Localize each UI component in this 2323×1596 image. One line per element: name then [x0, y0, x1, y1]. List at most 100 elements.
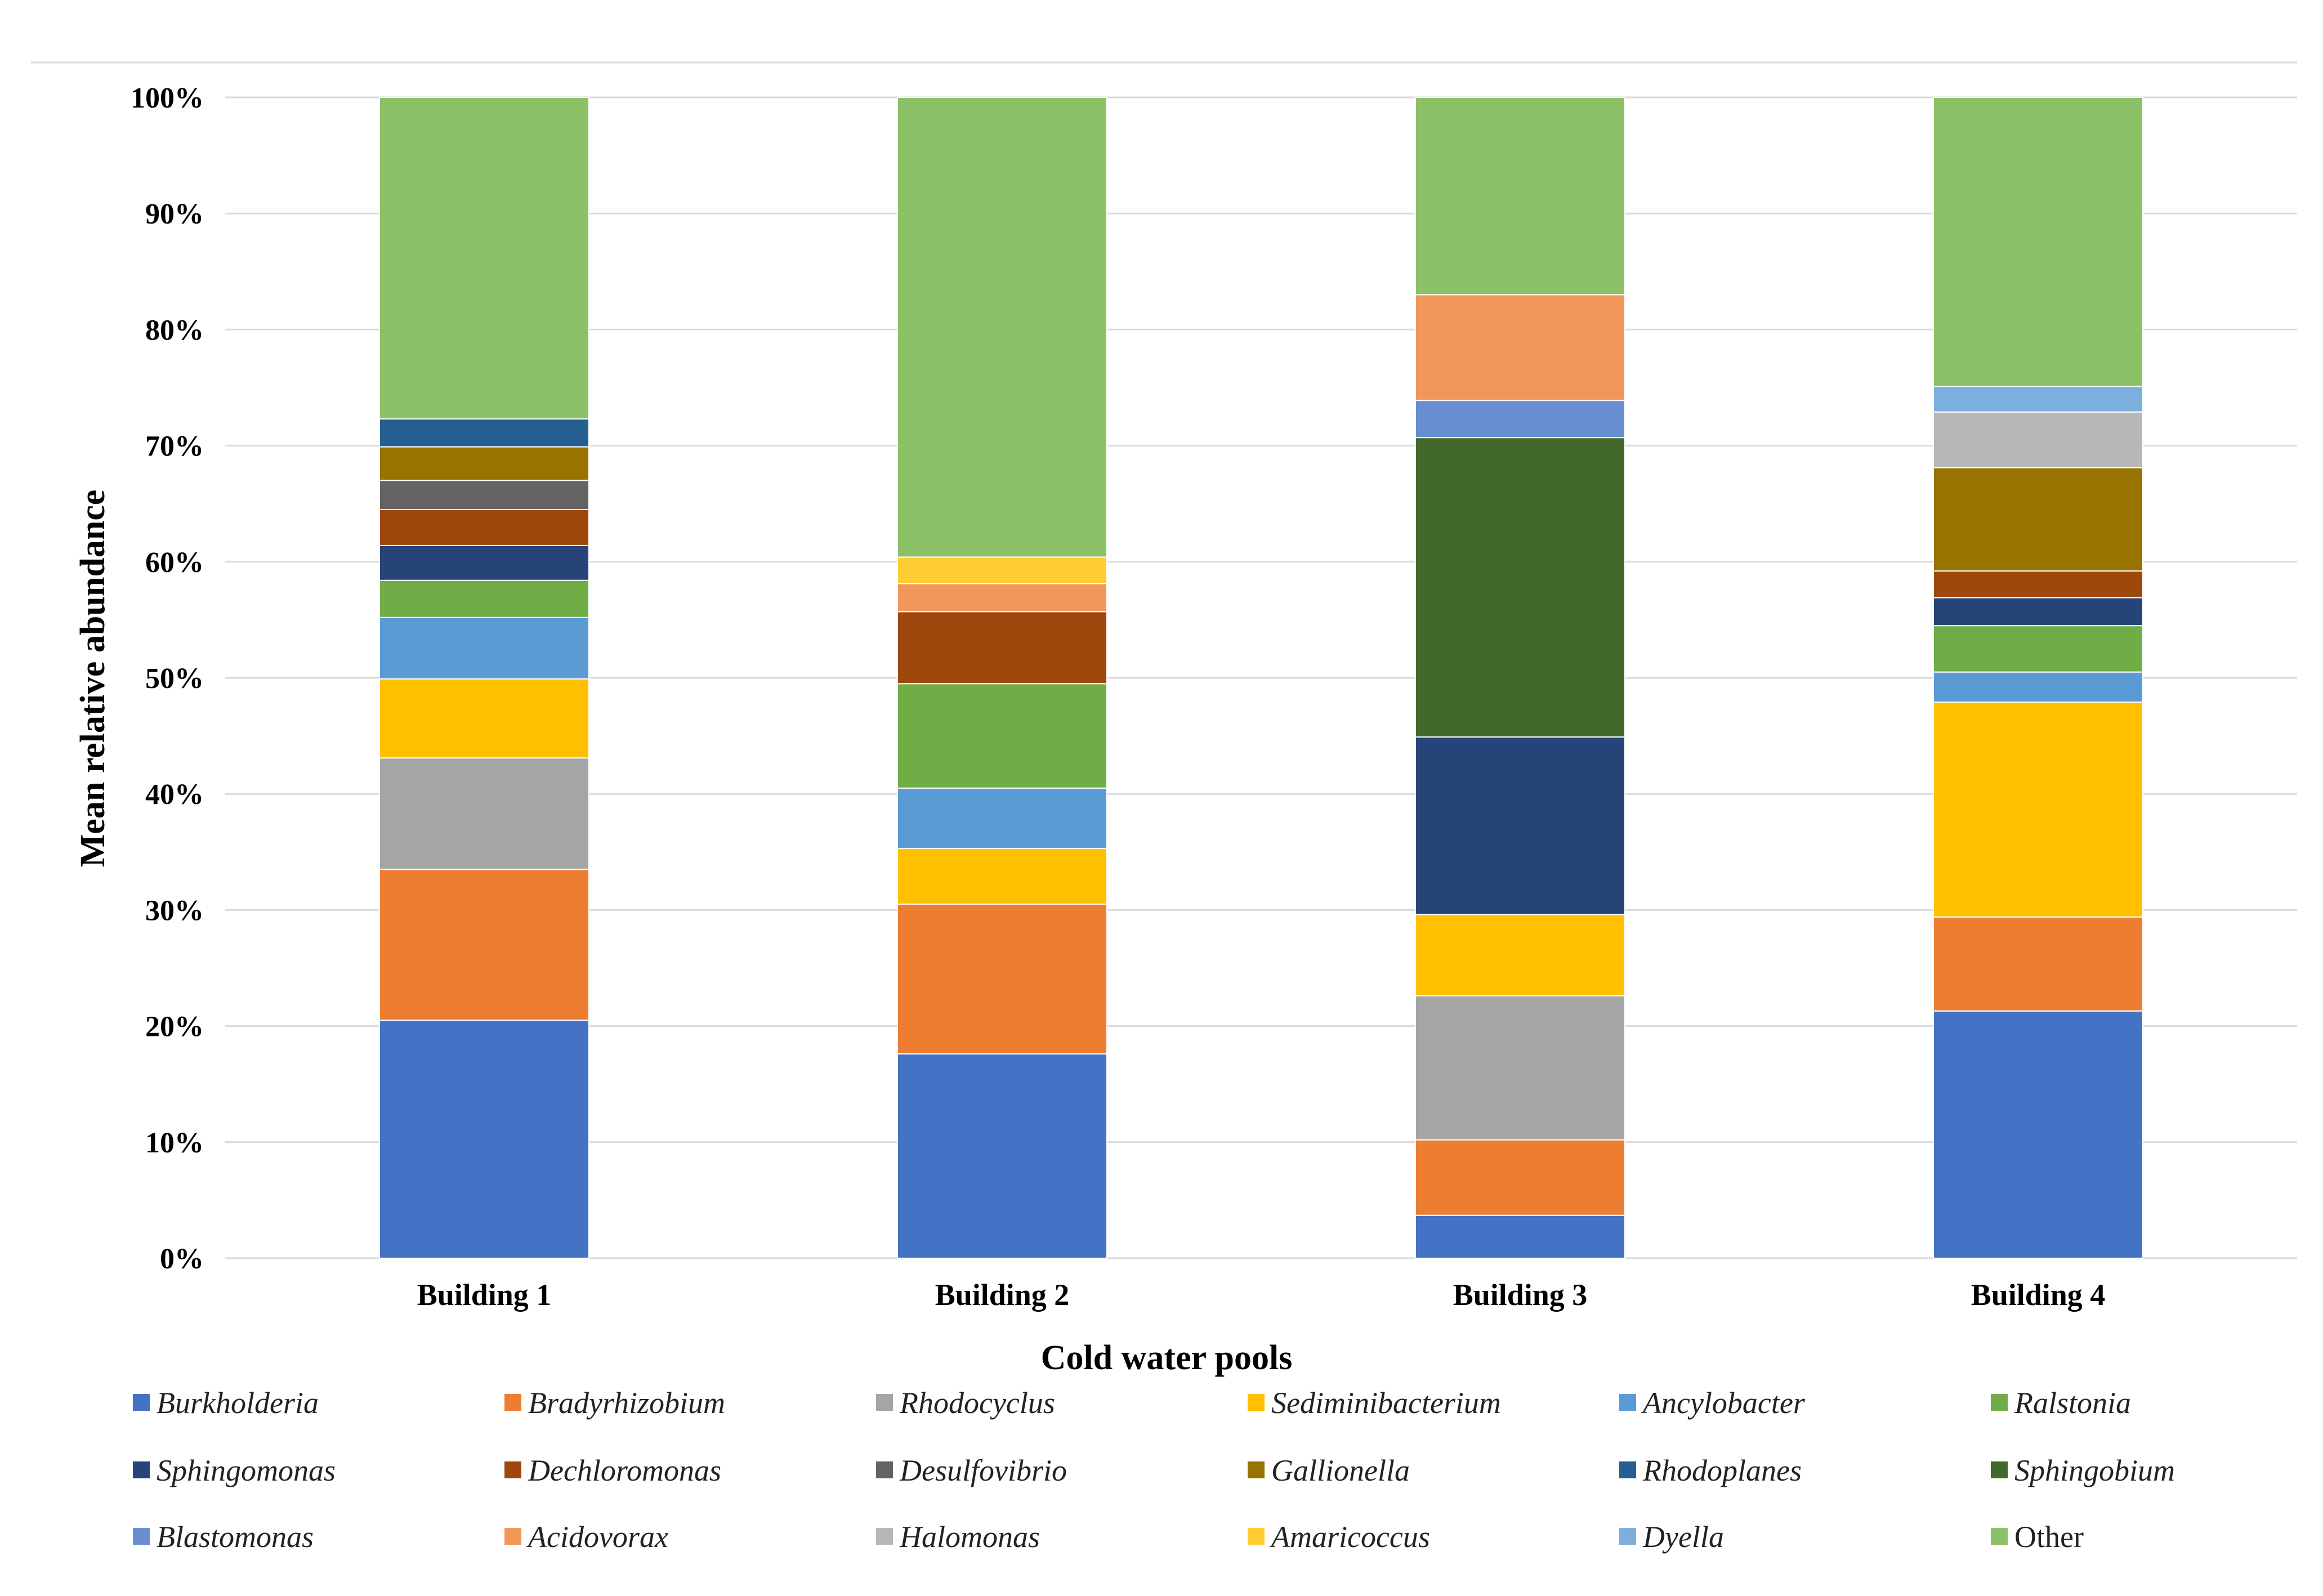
- legend-swatch: [504, 1461, 521, 1478]
- legend-swatch: [1991, 1394, 2008, 1411]
- legend-swatch: [1991, 1528, 2008, 1545]
- bar-segment: [1415, 294, 1625, 401]
- bar-segment: [1415, 736, 1625, 915]
- bar-segment: [897, 1053, 1107, 1259]
- bar-segment: [897, 583, 1107, 613]
- bar-segment: [1415, 995, 1625, 1141]
- y-tick-labels: 0% 10% 20% 30% 40% 50% 60% 70% 80% 90% 100%: [131, 82, 204, 1275]
- legend-label: Sphingomonas: [157, 1454, 336, 1487]
- bar-segment: [379, 97, 589, 420]
- legend-label: Acidovorax: [526, 1520, 668, 1554]
- bar-segment: [1933, 625, 2143, 673]
- legend-label: Sediminibacterium: [1271, 1386, 1501, 1420]
- bar-segment: [379, 1020, 589, 1259]
- x-category-label: Building 2: [935, 1278, 1070, 1312]
- y-tick-label: 10%: [145, 1127, 204, 1159]
- bar-segment: [897, 556, 1107, 584]
- bar-segment: [1933, 467, 2143, 572]
- y-tick-label: 80%: [145, 314, 204, 346]
- legend-swatch: [1619, 1394, 1636, 1411]
- bar-segment: [1933, 1010, 2143, 1259]
- bar-segment: [379, 869, 589, 1021]
- bar-segment: [1415, 97, 1625, 296]
- legend-label: Halomonas: [899, 1520, 1040, 1554]
- x-category-label: Building 1: [417, 1278, 552, 1312]
- y-tick-label: 70%: [145, 431, 204, 463]
- bar-segment: [897, 787, 1107, 850]
- bar-segment: [1933, 97, 2143, 387]
- bar-segment: [379, 579, 589, 618]
- y-tick-label: 60%: [145, 547, 204, 579]
- legend-label: Desulfovibrio: [899, 1454, 1067, 1487]
- bar-segment: [1933, 570, 2143, 598]
- legend-swatch: [133, 1528, 150, 1545]
- legend-label: Other: [2014, 1520, 2084, 1554]
- bar-segment: [897, 848, 1107, 905]
- legend-label: Sphingobium: [2014, 1454, 2175, 1487]
- bar-segment: [1415, 1139, 1625, 1216]
- bar-segment: [379, 678, 589, 759]
- bar-segment: [379, 616, 589, 680]
- x-category-labels: Building 1 Building 2 Building 3 Building 4: [417, 1278, 2106, 1312]
- y-tick-label: 30%: [145, 895, 204, 927]
- legend-swatch: [133, 1394, 150, 1411]
- y-tick-label: 0%: [160, 1243, 204, 1275]
- legend-swatch: [133, 1461, 150, 1478]
- bar-segment: [897, 97, 1107, 558]
- legend-label: Burkholderia: [157, 1386, 319, 1420]
- bar-segment: [379, 418, 589, 448]
- bar-segment: [897, 904, 1107, 1055]
- legend-swatch: [1619, 1528, 1636, 1545]
- legend-label: Amaricoccus: [1270, 1520, 1430, 1554]
- legend-label: Ralstonia: [2014, 1386, 2131, 1420]
- legend-label: Gallionella: [1271, 1454, 1410, 1487]
- x-axis-title: Cold water pools: [1041, 1339, 1293, 1377]
- legend-swatch: [1248, 1461, 1265, 1478]
- bar-segment: [1933, 701, 2143, 918]
- y-tick-label: 100%: [131, 82, 204, 114]
- legend-swatch: [876, 1394, 893, 1411]
- bar-segment: [1933, 386, 2143, 413]
- y-tick-label: 20%: [145, 1011, 204, 1043]
- bar-segment: [1415, 1214, 1625, 1259]
- y-tick-label: 40%: [145, 779, 204, 811]
- legend-swatch: [504, 1394, 521, 1411]
- bar-segment: [1933, 597, 2143, 627]
- bars: [379, 97, 2143, 1259]
- legend-label: Rhodoplanes: [1642, 1454, 1802, 1487]
- y-tick-label: 90%: [145, 198, 204, 230]
- legend-swatch: [1991, 1461, 2008, 1478]
- bar-segment: [379, 446, 589, 481]
- bar-segment: [1933, 671, 2143, 703]
- y-axis-title: Mean relative abundance: [74, 490, 112, 868]
- legend-label: Rhodocyclus: [899, 1386, 1055, 1420]
- legend-label: Blastomonas: [157, 1520, 314, 1554]
- legend: Burkholderia Bradyrhizobium Rhodocyclus Sed…: [133, 1386, 2175, 1554]
- legend-swatch: [1619, 1461, 1636, 1478]
- x-category-label: Building 3: [1453, 1278, 1588, 1312]
- bar-segment: [379, 509, 589, 546]
- legend-swatch: [876, 1461, 893, 1478]
- legend-label: Ancylobacter: [1641, 1386, 1806, 1420]
- bar-segment: [1933, 916, 2143, 1012]
- bar-segment: [1933, 411, 2143, 468]
- bar-segment: [379, 480, 589, 511]
- x-category-label: Building 4: [1971, 1278, 2106, 1312]
- bar-segment: [897, 683, 1107, 789]
- legend-label: Dyella: [1642, 1520, 1724, 1554]
- y-tick-label: 50%: [145, 663, 204, 695]
- bar-segment: [1415, 914, 1625, 996]
- bar-segment: [1415, 437, 1625, 738]
- legend-swatch: [1248, 1528, 1265, 1545]
- legend-label: Bradyrhizobium: [528, 1386, 725, 1420]
- legend-swatch: [504, 1528, 521, 1545]
- legend-label: Dechloromonas: [528, 1454, 721, 1487]
- legend-swatch: [1248, 1394, 1265, 1411]
- bar-segment: [1415, 400, 1625, 439]
- bar-segment: [897, 611, 1107, 685]
- legend-swatch: [876, 1528, 893, 1545]
- bar-segment: [379, 757, 589, 870]
- bar-segment: [379, 544, 589, 581]
